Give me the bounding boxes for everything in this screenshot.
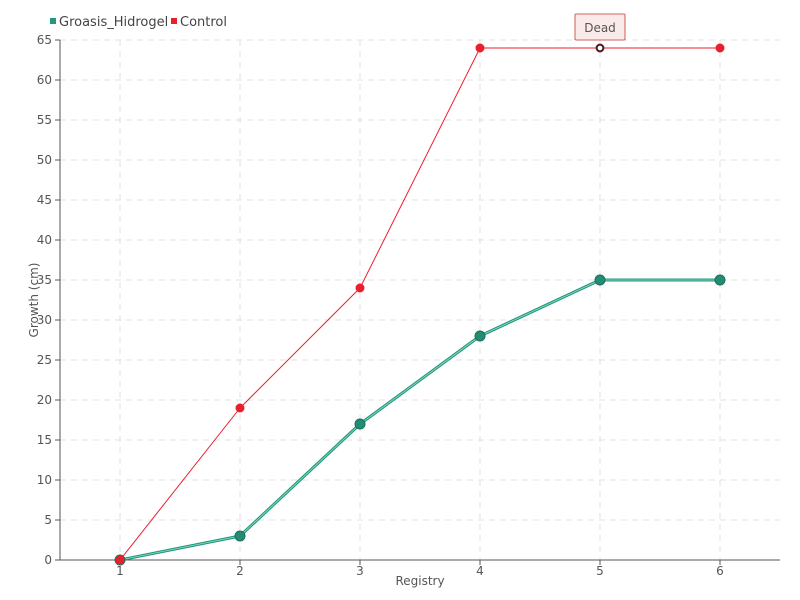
y-tick-label: 55 [37,113,52,127]
legend-swatch-control[interactable] [171,18,177,24]
y-tick-label: 30 [37,313,52,327]
x-tick-label: 2 [236,564,244,578]
tooltip: Dead [574,13,626,41]
y-axis-title: Growth (cm) [27,263,41,338]
data-point-groasis-hidrogel[interactable] [594,274,606,286]
legend-swatch-groasis-hidrogel[interactable] [50,18,56,24]
x-tick-label: 1 [116,564,124,578]
x-tick-label: 5 [596,564,604,578]
data-point-control[interactable] [715,43,725,53]
series-line-highlight-groasis-hidrogel [119,279,720,561]
y-tick-label: 45 [37,193,52,207]
data-point-groasis-hidrogel[interactable] [354,418,366,430]
legend-label-control[interactable]: Control [180,15,227,30]
y-tick-label: 10 [37,473,52,487]
x-tick-label: 4 [476,564,484,578]
x-tick-label: 3 [356,564,364,578]
y-tick-label: 0 [44,553,52,567]
y-tick-label: 50 [37,153,52,167]
series-groasis-hidrogel [114,274,726,566]
y-tick-label: 40 [37,233,52,247]
y-tick-label: 35 [37,273,52,287]
hovered-point[interactable] [595,43,604,52]
y-tick-label: 65 [37,33,52,47]
y-tick-label: 15 [37,433,52,447]
data-point-control[interactable] [475,43,485,53]
tooltip-box [574,13,626,41]
data-point-control[interactable] [115,555,125,565]
data-point-control[interactable] [235,403,245,413]
series [114,43,726,566]
data-point-groasis-hidrogel[interactable] [474,330,486,342]
x-tick-label: 6 [716,564,724,578]
grid [60,39,780,560]
legend-label-groasis-hidrogel[interactable]: Groasis_Hidrogel [59,15,168,30]
data-point-control[interactable] [355,283,365,293]
x-axis-title: Registry [395,574,444,588]
axes: Registry Growth (cm) 0510152025303540455… [27,33,780,588]
y-tick-label: 5 [44,513,52,527]
y-tick-label: 60 [37,73,52,87]
y-tick-label: 20 [37,393,52,407]
series-line-control [119,47,720,561]
series-control [115,43,725,565]
y-tick-label: 25 [37,353,52,367]
tooltip-text: Dead [584,21,616,35]
data-point-groasis-hidrogel[interactable] [714,274,726,286]
series-line-groasis-hidrogel [119,278,720,562]
legend: Groasis_Hidrogel Control [50,15,227,30]
data-point-groasis-hidrogel[interactable] [234,530,246,542]
